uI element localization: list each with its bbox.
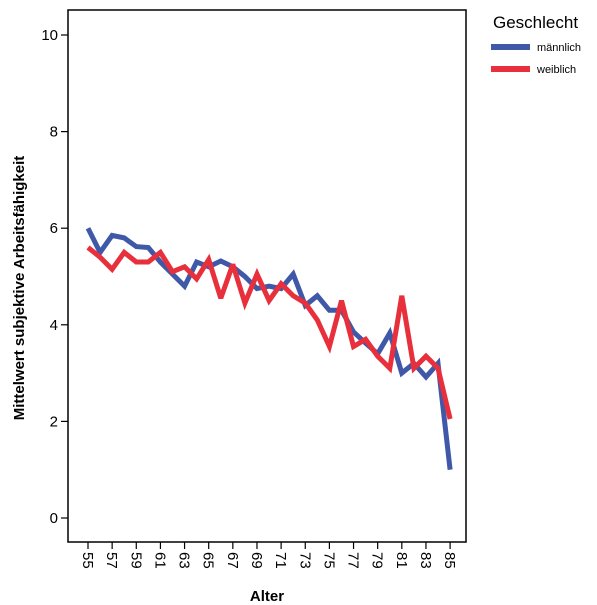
y-tick-label: 0 xyxy=(50,510,58,527)
y-tick-label: 6 xyxy=(50,220,58,237)
y-tick-label: 8 xyxy=(50,124,58,141)
x-tick-label: 63 xyxy=(176,552,193,569)
legend-label: weiblich xyxy=(536,64,576,76)
series-lines xyxy=(85,227,453,470)
series-line-1 xyxy=(85,227,453,470)
series-line-2 xyxy=(86,245,453,420)
y-axis-title: Mittelwert subjektive Arbeitsfähigkeit xyxy=(11,156,28,421)
y-tick-label: 2 xyxy=(50,413,58,430)
x-tick-label: 73 xyxy=(296,552,313,569)
x-tick-label: 65 xyxy=(200,552,217,569)
x-axis-title: Alter xyxy=(250,588,284,605)
legend-title: Geschlecht xyxy=(493,13,578,32)
x-tick-label: 67 xyxy=(224,552,241,569)
plot-area xyxy=(67,9,467,543)
x-tick-label: 75 xyxy=(320,552,337,569)
x-tick-label: 83 xyxy=(417,552,434,569)
plot-frame xyxy=(67,9,467,543)
x-tick-label: 69 xyxy=(248,552,265,569)
y-tick-label: 10 xyxy=(41,27,58,44)
x-axis: 55 57 59 61 63 65 67 69 71 73 75 77 79 81 83 85 xyxy=(79,542,458,569)
x-tick-label: 77 xyxy=(345,552,362,569)
x-tick-label: 81 xyxy=(393,552,410,569)
x-tick-label: 85 xyxy=(441,552,458,569)
x-tick-label: 59 xyxy=(127,552,144,569)
x-tick-label: 57 xyxy=(103,552,120,569)
x-tick-label: 79 xyxy=(369,552,386,569)
x-tick-label: 71 xyxy=(272,552,289,569)
y-axis: 0 2 4 6 8 10 xyxy=(41,27,68,527)
y-tick-label: 4 xyxy=(50,317,58,334)
x-tick-label: 61 xyxy=(151,552,168,569)
x-tick-label: 55 xyxy=(79,552,96,569)
legend: Geschlecht männlich weiblich xyxy=(491,13,581,76)
legend-label: männlich xyxy=(537,42,581,54)
